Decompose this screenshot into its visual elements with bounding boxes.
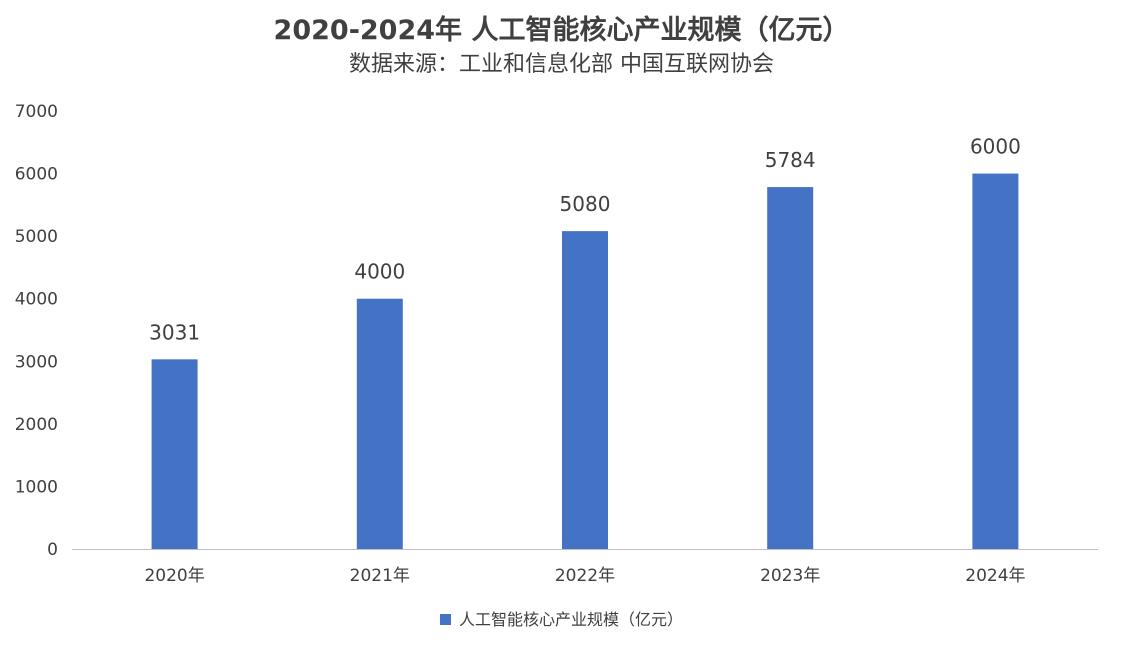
x-tick-label: 2022年: [555, 566, 615, 586]
bar-data-label: 4000: [354, 260, 405, 284]
bar: [151, 359, 198, 549]
x-axis-ticks: 2020年 2021年 2022年 2023年 2024年: [144, 566, 1025, 586]
y-tick-label: 0: [47, 540, 58, 560]
bar-data-label: 5784: [765, 148, 816, 172]
bar: [767, 187, 814, 549]
y-tick-label: 1000: [15, 477, 58, 497]
y-tick-label: 4000: [15, 290, 58, 310]
legend-label: 人工智能核心产业规模（亿元）: [458, 610, 683, 629]
y-tick-label: 2000: [15, 415, 58, 435]
bar-data-label: 5080: [560, 192, 611, 216]
x-tick-label: 2020年: [144, 566, 204, 586]
bar: [562, 231, 608, 549]
bar-data-label: 3031: [149, 320, 200, 344]
y-tick-label: 3000: [15, 352, 58, 372]
y-axis-ticks: 0 1000 2000 3000 4000 5000 6000 7000: [15, 102, 58, 560]
chart-title: 2020-2024年 人工智能核心产业规模（亿元）: [273, 15, 850, 46]
legend-swatch: [439, 614, 451, 625]
y-tick-label: 5000: [15, 227, 58, 247]
x-tick-label: 2023年: [760, 566, 820, 586]
data-labels-group: 3031 4000 5080 5784 6000: [149, 135, 1021, 345]
bar-data-label: 6000: [970, 135, 1021, 159]
y-tick-label: 6000: [15, 165, 58, 185]
y-tick-label: 7000: [15, 102, 58, 122]
chart-subtitle: 数据来源：工业和信息化部 中国互联网协会: [349, 52, 774, 77]
bar: [972, 173, 1019, 550]
x-tick-label: 2024年: [965, 566, 1025, 586]
legend: 人工智能核心产业规模（亿元）: [0, 608, 1123, 632]
bar: [356, 298, 403, 549]
x-tick-label: 2021年: [350, 566, 410, 586]
bars-group: [151, 173, 1019, 550]
